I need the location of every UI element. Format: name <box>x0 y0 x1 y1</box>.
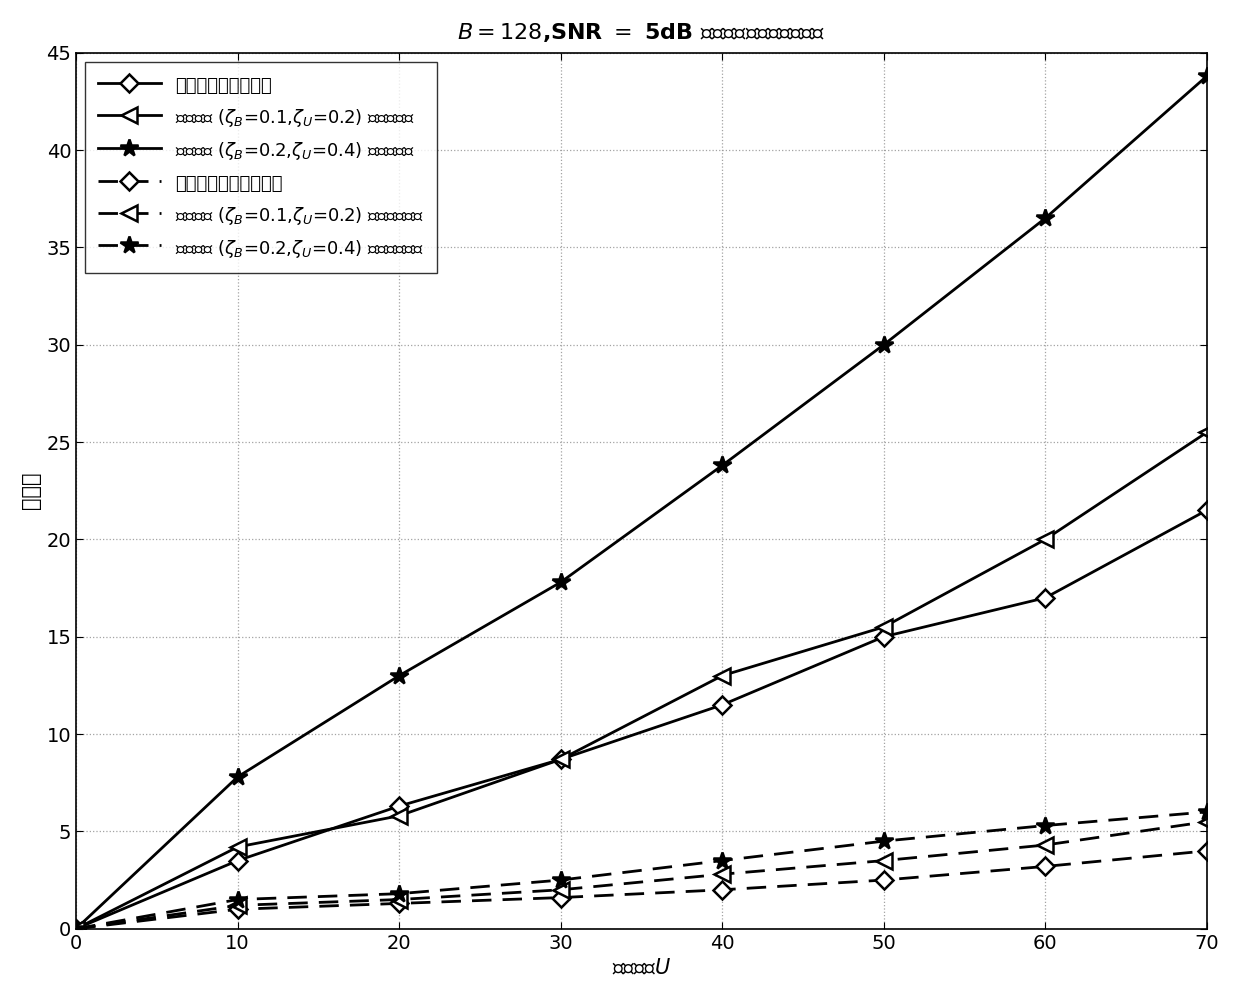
相关信道 ($\zeta_B$=0.2,$\zeta_U$=0.4) 矩阵预处理后 <box>231 893 246 905</box>
相关信道 ($\zeta_B$=0.2,$\zeta_U$=0.4) 矩阵未处理 <box>392 669 407 681</box>
相关信道 ($\zeta_B$=0.2,$\zeta_U$=0.4) 矩阵未处理 <box>1199 70 1214 82</box>
理想信道矩阵未处理 <box>1199 504 1214 516</box>
相关信道 ($\zeta_B$=0.1,$\zeta_U$=0.2) 矩阵未处理 <box>553 753 568 765</box>
相关信道 ($\zeta_B$=0.1,$\zeta_U$=0.2) 矩阵预处理后 <box>1199 815 1214 827</box>
理想信道矩阵未处理 <box>231 854 246 866</box>
相关信道 ($\zeta_B$=0.2,$\zeta_U$=0.4) 矩阵未处理 <box>877 339 892 351</box>
Title: $B = 128$,SNR $=$ 5dB 时检测矩阵的条件数变化: $B = 128$,SNR $=$ 5dB 时检测矩阵的条件数变化 <box>458 21 826 44</box>
相关信道 ($\zeta_B$=0.1,$\zeta_U$=0.2) 矩阵预处理后 <box>1038 839 1053 851</box>
相关信道 ($\zeta_B$=0.1,$\zeta_U$=0.2) 矩阵未处理 <box>714 669 729 681</box>
相关信道 ($\zeta_B$=0.1,$\zeta_U$=0.2) 矩阵未处理 <box>68 923 83 935</box>
相关信道 ($\zeta_B$=0.1,$\zeta_U$=0.2) 矩阵未处理 <box>1038 533 1053 545</box>
相关信道 ($\zeta_B$=0.2,$\zeta_U$=0.4) 矩阵预处理后 <box>68 923 83 935</box>
Line: 相关信道 ($\zeta_B$=0.1,$\zeta_U$=0.2) 矩阵未处理: 相关信道 ($\zeta_B$=0.1,$\zeta_U$=0.2) 矩阵未处理 <box>68 425 1214 936</box>
相关信道 ($\zeta_B$=0.1,$\zeta_U$=0.2) 矩阵预处理后 <box>877 854 892 866</box>
理想信道矩阵预处理后 <box>714 884 729 896</box>
理想信道矩阵预处理后 <box>877 874 892 886</box>
相关信道 ($\zeta_B$=0.2,$\zeta_U$=0.4) 矩阵未处理 <box>553 576 568 588</box>
理想信道矩阵未处理 <box>877 630 892 642</box>
相关信道 ($\zeta_B$=0.1,$\zeta_U$=0.2) 矩阵预处理后 <box>553 884 568 896</box>
X-axis label: 用户数，$U$: 用户数，$U$ <box>613 958 671 978</box>
理想信道矩阵预处理后 <box>231 903 246 915</box>
理想信道矩阵未处理 <box>553 753 568 765</box>
相关信道 ($\zeta_B$=0.2,$\zeta_U$=0.4) 矩阵未处理 <box>1038 212 1053 224</box>
Legend: 理想信道矩阵未处理, 相关信道 ($\zeta_B$=0.1,$\zeta_U$=0.2) 矩阵未处理, 相关信道 ($\zeta_B$=0.2,$\zeta_: 理想信道矩阵未处理, 相关信道 ($\zeta_B$=0.1,$\zeta_U$… <box>86 62 436 273</box>
Line: 相关信道 ($\zeta_B$=0.1,$\zeta_U$=0.2) 矩阵预处理后: 相关信道 ($\zeta_B$=0.1,$\zeta_U$=0.2) 矩阵预处理… <box>68 814 1214 936</box>
相关信道 ($\zeta_B$=0.1,$\zeta_U$=0.2) 矩阵预处理后 <box>68 923 83 935</box>
相关信道 ($\zeta_B$=0.2,$\zeta_U$=0.4) 矩阵未处理 <box>68 923 83 935</box>
相关信道 ($\zeta_B$=0.1,$\zeta_U$=0.2) 矩阵预处理后 <box>231 899 246 911</box>
相关信道 ($\zeta_B$=0.1,$\zeta_U$=0.2) 矩阵未处理 <box>1199 427 1214 439</box>
相关信道 ($\zeta_B$=0.1,$\zeta_U$=0.2) 矩阵未处理 <box>231 841 246 853</box>
Line: 理想信道矩阵未处理: 理想信道矩阵未处理 <box>69 503 1213 935</box>
理想信道矩阵未处理 <box>714 699 729 711</box>
理想信道矩阵预处理后 <box>392 897 407 909</box>
相关信道 ($\zeta_B$=0.2,$\zeta_U$=0.4) 矩阵预处理后 <box>714 854 729 866</box>
相关信道 ($\zeta_B$=0.2,$\zeta_U$=0.4) 矩阵预处理后 <box>877 835 892 847</box>
理想信道矩阵预处理后 <box>553 891 568 903</box>
相关信道 ($\zeta_B$=0.2,$\zeta_U$=0.4) 矩阵预处理后 <box>1199 806 1214 818</box>
理想信道矩阵未处理 <box>1038 591 1053 603</box>
相关信道 ($\zeta_B$=0.2,$\zeta_U$=0.4) 矩阵预处理后 <box>1038 819 1053 831</box>
相关信道 ($\zeta_B$=0.1,$\zeta_U$=0.2) 矩阵未处理 <box>877 621 892 633</box>
Y-axis label: 条件数: 条件数 <box>21 472 41 509</box>
理想信道矩阵预处理后 <box>68 923 83 935</box>
理想信道矩阵预处理后 <box>1038 860 1053 872</box>
Line: 相关信道 ($\zeta_B$=0.2,$\zeta_U$=0.4) 矩阵预处理后: 相关信道 ($\zeta_B$=0.2,$\zeta_U$=0.4) 矩阵预处理… <box>67 803 1216 938</box>
相关信道 ($\zeta_B$=0.2,$\zeta_U$=0.4) 矩阵预处理后 <box>392 888 407 900</box>
理想信道矩阵未处理 <box>392 800 407 812</box>
相关信道 ($\zeta_B$=0.2,$\zeta_U$=0.4) 矩阵未处理 <box>714 460 729 472</box>
相关信道 ($\zeta_B$=0.1,$\zeta_U$=0.2) 矩阵预处理后 <box>714 868 729 880</box>
Line: 理想信道矩阵预处理后: 理想信道矩阵预处理后 <box>69 844 1213 935</box>
相关信道 ($\zeta_B$=0.2,$\zeta_U$=0.4) 矩阵未处理 <box>231 771 246 783</box>
理想信道矩阵未处理 <box>68 923 83 935</box>
Line: 相关信道 ($\zeta_B$=0.2,$\zeta_U$=0.4) 矩阵未处理: 相关信道 ($\zeta_B$=0.2,$\zeta_U$=0.4) 矩阵未处理 <box>67 67 1216 938</box>
理想信道矩阵预处理后 <box>1199 845 1214 857</box>
相关信道 ($\zeta_B$=0.1,$\zeta_U$=0.2) 矩阵未处理 <box>392 810 407 822</box>
相关信道 ($\zeta_B$=0.1,$\zeta_U$=0.2) 矩阵预处理后 <box>392 893 407 905</box>
相关信道 ($\zeta_B$=0.2,$\zeta_U$=0.4) 矩阵预处理后 <box>553 874 568 886</box>
